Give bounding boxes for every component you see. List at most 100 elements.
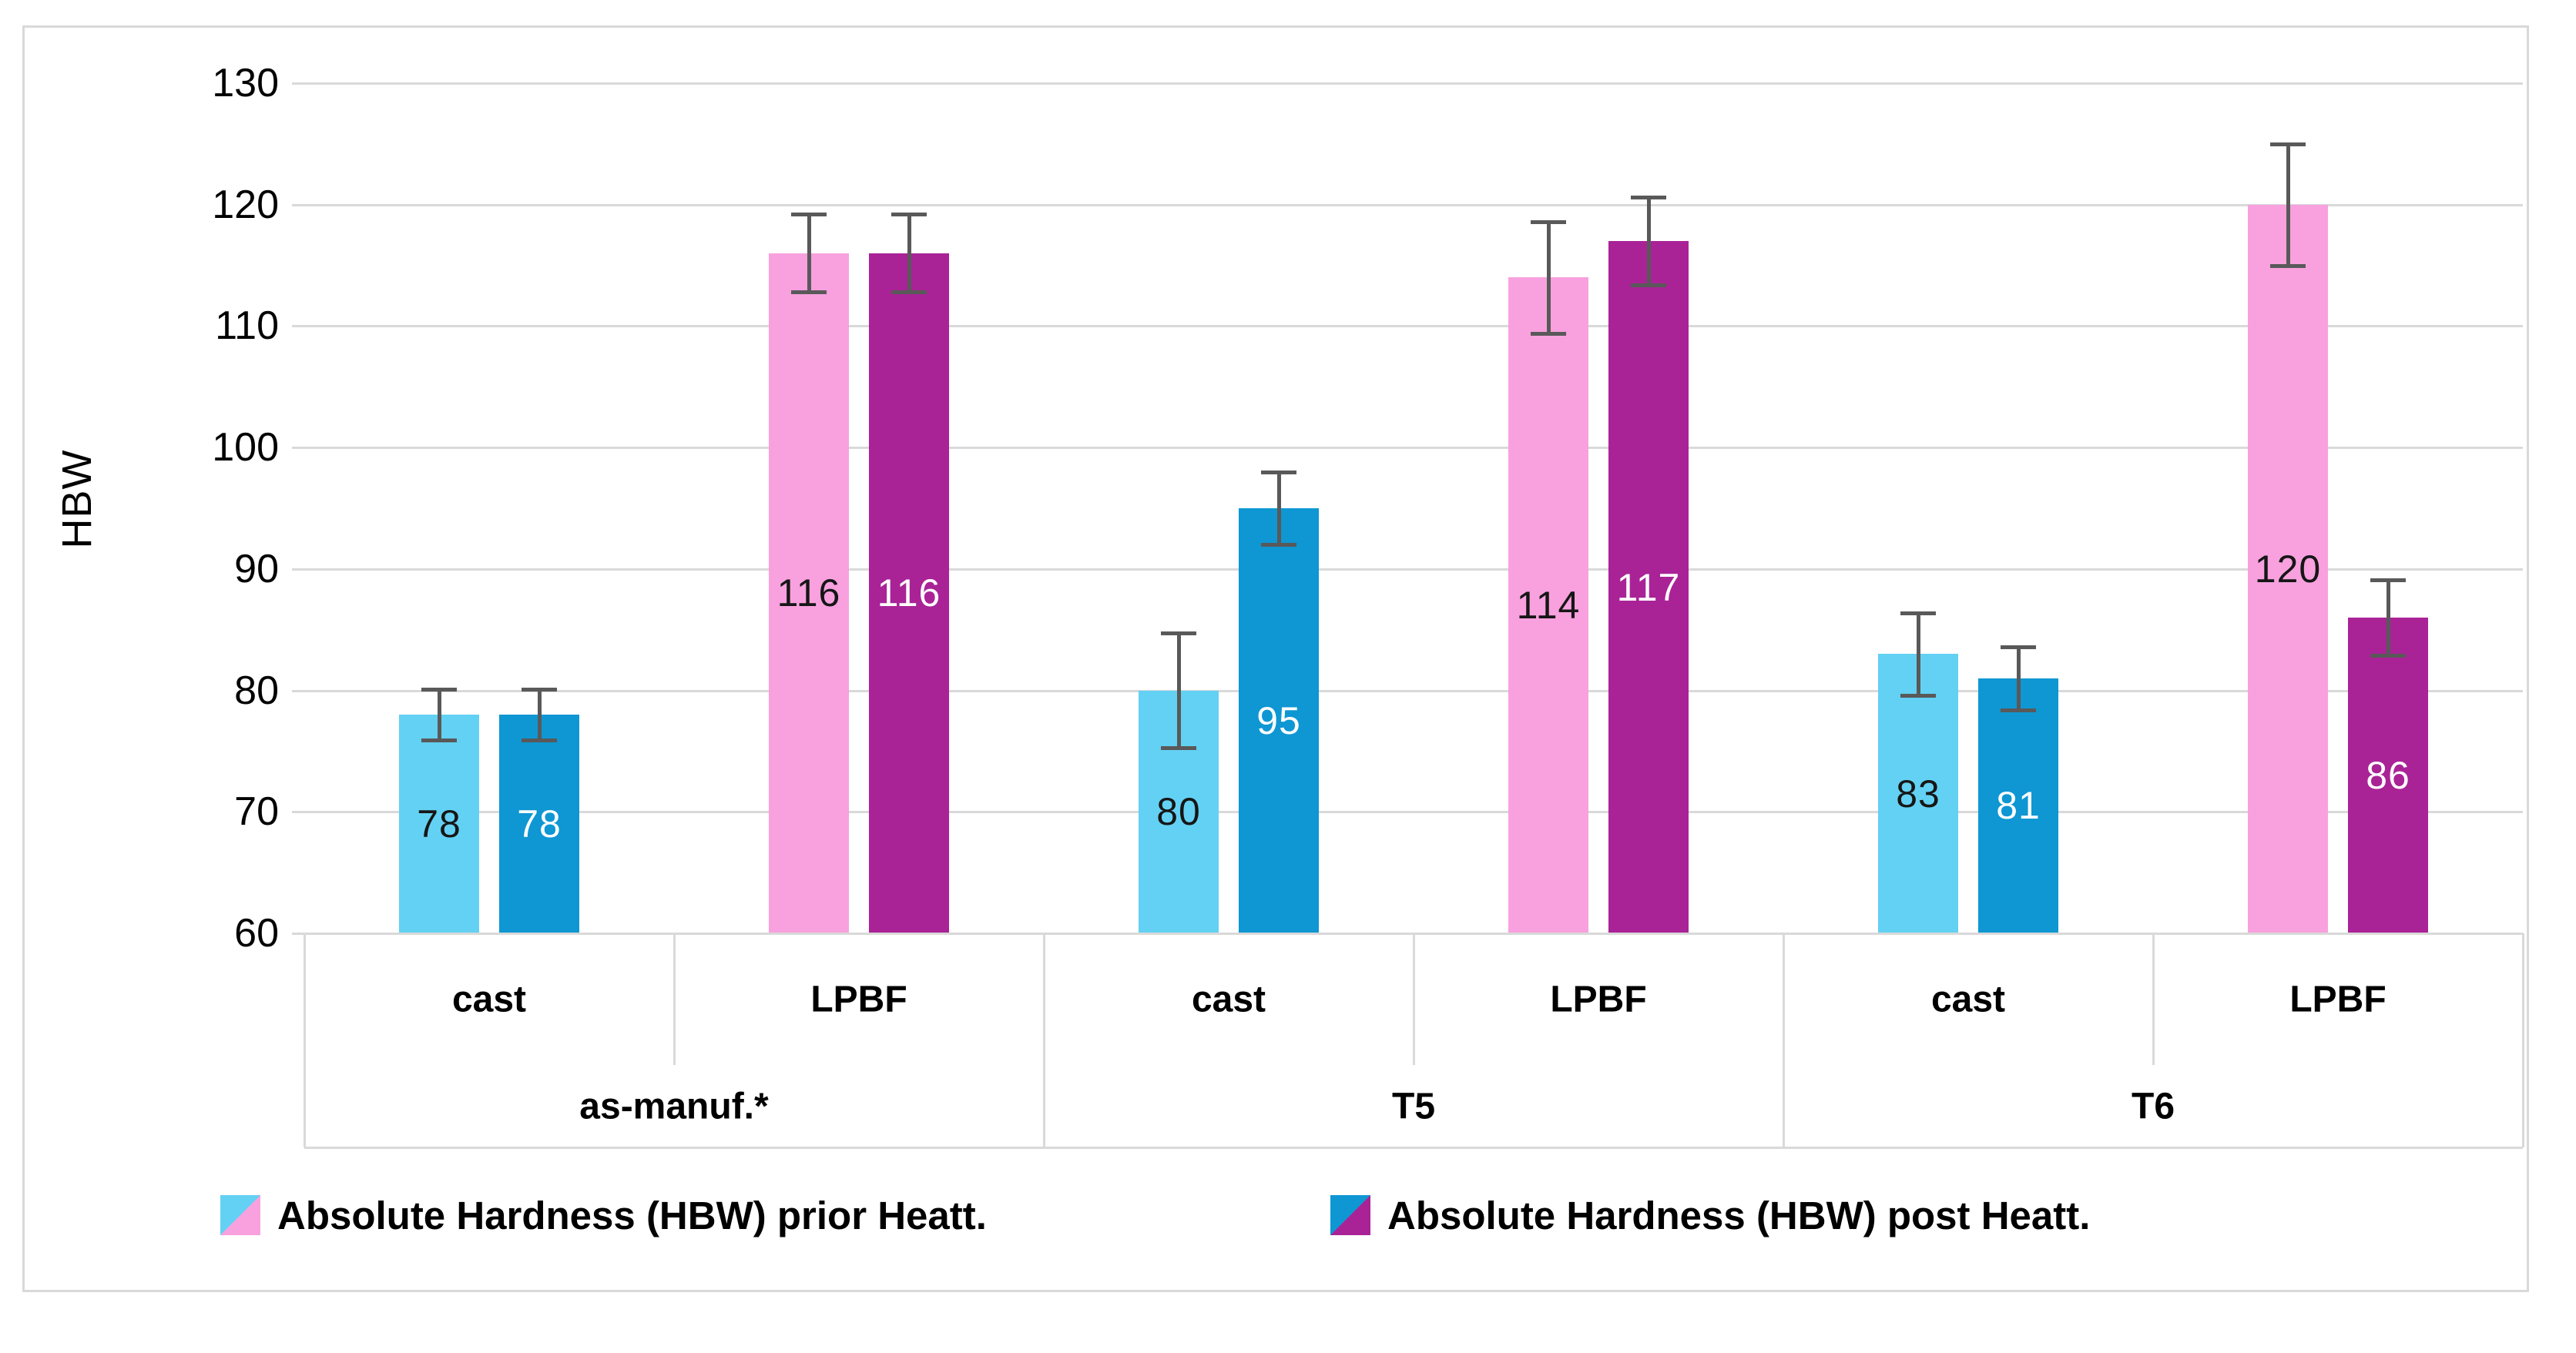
y-axis-tick (292, 689, 304, 692)
error-bar (2386, 580, 2390, 655)
x-category-T6-LPBF: LPBF (2289, 979, 2386, 1020)
bar-T5-LPBF-prior (1508, 277, 1588, 933)
bar-value-label: 120 (2254, 547, 2322, 591)
error-bar (2286, 143, 2290, 266)
bar-value-label: 114 (1516, 584, 1581, 628)
gridline (304, 568, 2523, 571)
x-category-as-manuf.*-cast: cast (451, 979, 527, 1020)
bar-value-label: 116 (776, 571, 841, 615)
bar-as-manuf.*-cast-prior (399, 715, 479, 933)
error-bar (1276, 471, 1281, 545)
y-tick-label: 100 (212, 425, 279, 471)
error-bar-cap (1631, 196, 1666, 200)
error-bar-cap (2370, 578, 2406, 583)
bar-as-manuf.*-cast-post (499, 715, 579, 933)
bar-value-label: 83 (1896, 772, 1940, 815)
error-bar-cap (421, 687, 457, 692)
error-bar-cap (791, 213, 827, 217)
error-bar-cap (2001, 708, 2036, 712)
error-bar-cap (1261, 543, 1296, 548)
y-tick-label: 130 (212, 61, 279, 105)
y-axis-tick (292, 811, 304, 814)
x-axis-sub-separator (673, 933, 676, 1065)
gridline (304, 689, 2523, 692)
error-bar-cap (2270, 263, 2306, 268)
error-bar-cap (1161, 631, 1196, 636)
error-bar (1916, 612, 1920, 695)
bar-T5-LPBF-post (1608, 241, 1689, 933)
error-bar (1646, 197, 1651, 285)
bar-T6-cast-prior (1878, 654, 1958, 933)
y-axis-tick (292, 933, 304, 935)
bar-value-label: 80 (1156, 790, 1201, 834)
legend-item-prior: Absolute Hardness (HBW) prior Heatt. (220, 1191, 987, 1240)
error-bar-cap (1531, 219, 1566, 224)
bar-value-label: 81 (1996, 784, 2041, 828)
error-bar-cap (2001, 645, 2036, 649)
bar-T6-LPBF-post (2348, 617, 2428, 933)
y-tick-label: 80 (234, 668, 279, 713)
legend-label-post: Absolute Hardness (HBW) post Heatt. (1387, 1193, 2091, 1237)
error-bar-cap (522, 687, 557, 692)
bar-value-label: 117 (1616, 565, 1681, 609)
bar-T5-cast-post (1239, 508, 1319, 933)
bar-T6-cast-post (1978, 678, 2058, 933)
error-bar-cap (1531, 331, 1566, 336)
x-category-T5-cast: cast (1191, 979, 1266, 1020)
y-axis-tick (292, 82, 304, 85)
x-group-as-manuf.*: as-manuf.* (579, 1086, 769, 1127)
error-bar (1176, 633, 1181, 748)
error-bar-cap (891, 290, 927, 295)
x-axis-group-separator (1783, 933, 1785, 1147)
error-bar (907, 214, 911, 293)
error-bar (437, 688, 441, 741)
y-axis-title: HBW (54, 449, 100, 549)
gridline (304, 811, 2523, 814)
bar-as-manuf.*-LPBF-prior (769, 253, 849, 933)
gridline (304, 203, 2523, 206)
gridline (304, 447, 2523, 450)
y-tick-label: 70 (234, 789, 279, 835)
x-axis-sub-separator (2152, 933, 2155, 1065)
y-tick-label: 120 (212, 182, 279, 227)
error-bar-cap (522, 738, 557, 743)
error-bar-cap (1900, 693, 1936, 698)
y-axis-tick (292, 568, 304, 571)
x-category-as-manuf.*-LPBF: LPBF (810, 979, 907, 1020)
gridline (304, 82, 2523, 85)
error-bar-cap (2270, 142, 2306, 146)
x-category-T6-cast: cast (1930, 979, 2006, 1020)
x-group-T6: T6 (2131, 1086, 2175, 1127)
error-bar-cap (1261, 470, 1296, 474)
legend-label-prior: Absolute Hardness (HBW) prior Heatt. (277, 1193, 987, 1237)
y-tick-label: 110 (215, 303, 279, 349)
error-bar (1546, 221, 1551, 333)
bar-value-label: 95 (1256, 699, 1301, 742)
y-axis-tick (292, 325, 304, 328)
bar-value-label: 78 (517, 802, 562, 846)
legend-item-post: Absolute Hardness (HBW) post Heatt. (1330, 1191, 2090, 1240)
error-bar-cap (1631, 283, 1666, 287)
x-axis-group-separator (304, 933, 306, 1147)
x-category-T5-LPBF: LPBF (1550, 979, 1647, 1020)
bar-value-label: 78 (417, 802, 461, 846)
error-bar-cap (1161, 745, 1196, 750)
y-tick-label: 90 (234, 546, 279, 591)
bar-T6-LPBF-prior (2248, 204, 2328, 933)
bar-value-label: 86 (2366, 753, 2410, 797)
error-bar (807, 214, 811, 293)
x-axis-group-separator (1043, 933, 1045, 1147)
error-bar (537, 688, 542, 741)
legend-swatch-post (1330, 1195, 1370, 1235)
axis-table-bottom-line (304, 1147, 2523, 1149)
y-axis-tick (292, 447, 304, 450)
error-bar-cap (2370, 653, 2406, 658)
error-bar-cap (421, 738, 457, 743)
error-bar-cap (1900, 611, 1936, 615)
bar-value-label: 116 (877, 571, 941, 615)
legend-swatch-prior (220, 1195, 260, 1235)
y-tick-label: 60 (234, 911, 279, 956)
x-group-T5: T5 (1391, 1086, 1436, 1127)
x-axis-sub-separator (1413, 933, 1415, 1065)
